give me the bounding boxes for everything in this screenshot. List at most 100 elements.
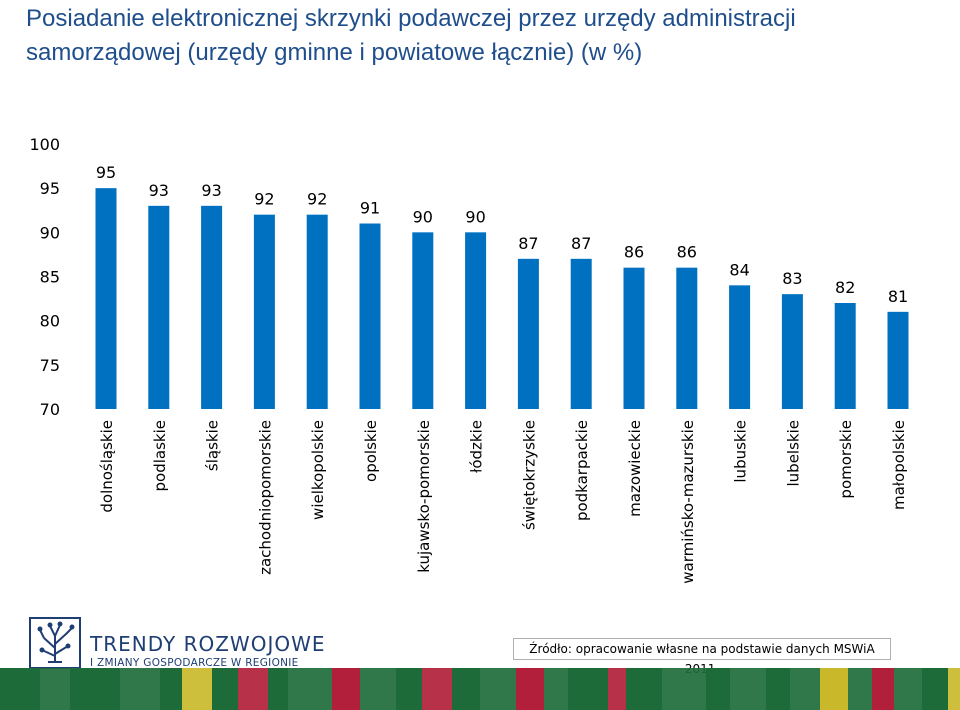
footer-stripe (922, 668, 948, 710)
bar (834, 303, 856, 409)
bar (676, 267, 698, 409)
footer-stripe (212, 668, 238, 710)
footer-stripe (544, 668, 568, 710)
y-axis-ticks: 70 75 80 85 90 95 100 (29, 135, 60, 419)
bar (570, 258, 592, 409)
bar (465, 232, 487, 409)
logo-line-2: I ZMIANY GOSPODARCZE W REGIONIE (90, 657, 299, 669)
footer-stripe (848, 668, 872, 710)
footer-stripe (730, 668, 766, 710)
footer-stripes (0, 668, 960, 710)
bar-chart: 70 75 80 85 90 95 100 95 93 93 92 92 91 90 90 87 87 86 86… (29, 135, 909, 584)
bar (412, 232, 434, 409)
category-label: podkarpackie (573, 420, 591, 521)
bar (359, 223, 381, 409)
footer-stripe (894, 668, 922, 710)
footer-stripe (0, 668, 40, 710)
value-label: 90 (413, 207, 433, 226)
bar (517, 258, 539, 409)
category-label: dolnośląskie (98, 420, 116, 513)
category-label: zachodniopomorskie (256, 420, 274, 575)
chart-title: Posiadanie elektronicznej skrzynki podaw… (26, 2, 936, 70)
y-tick-label: 75 (40, 356, 60, 375)
bar (148, 205, 170, 409)
category-label: opolskie (362, 420, 380, 482)
footer-stripe (160, 668, 182, 710)
category-label: mazowieckie (626, 420, 644, 517)
value-label: 90 (465, 207, 485, 226)
footer-stripe (452, 668, 480, 710)
footer-stripe (662, 668, 706, 710)
y-tick-label: 100 (29, 135, 60, 154)
value-label: 84 (729, 260, 749, 279)
footer-stripe (948, 668, 960, 710)
category-label: kujawsko-pomorskie (415, 420, 433, 573)
footer-stripe (820, 668, 848, 710)
bar (887, 311, 909, 409)
footer-stripe (360, 668, 396, 710)
category-label: lubelskie (784, 420, 802, 487)
footer-stripe (790, 668, 820, 710)
value-label: 93 (201, 181, 221, 200)
footer-stripe (766, 668, 790, 710)
category-labels: dolnośląskie podlaskie śląskie zachodniopom… (98, 420, 908, 584)
value-label: 83 (782, 269, 802, 288)
bar (729, 285, 751, 409)
value-label: 86 (677, 243, 697, 262)
footer-stripe (396, 668, 422, 710)
chart-title-line-2: samorządowej (urzędy gminne i powiatowe … (26, 39, 643, 66)
footer-stripe (238, 668, 268, 710)
y-tick-label: 95 (40, 179, 60, 198)
category-label: pomorskie (837, 420, 855, 499)
footer-stripe (480, 668, 516, 710)
footer-stripe (872, 668, 894, 710)
bar (201, 205, 223, 409)
value-label: 81 (888, 287, 908, 306)
category-label: śląskie (204, 420, 222, 471)
bar (95, 188, 117, 409)
footer-stripe (182, 668, 212, 710)
value-label: 82 (835, 278, 855, 297)
footer-stripe (40, 668, 70, 710)
footer-stripe (70, 668, 120, 710)
value-label: 87 (571, 234, 591, 253)
category-label: małopolskie (890, 420, 908, 510)
footer-stripe (268, 668, 288, 710)
category-label: łódzkie (468, 420, 486, 473)
footer-stripe (568, 668, 608, 710)
category-label: podlaskie (151, 420, 169, 491)
value-label: 95 (96, 163, 116, 182)
logo: TRENDY ROZWOJOWE I ZMIANY GOSPODARCZE W … (28, 616, 328, 674)
chart-title-line-1: Posiadanie elektronicznej skrzynki podaw… (26, 5, 796, 32)
footer-stripe (422, 668, 452, 710)
footer-stripe (288, 668, 332, 710)
value-label: 86 (624, 243, 644, 262)
y-tick-label: 80 (40, 312, 60, 331)
footer-stripe (332, 668, 360, 710)
footer-stripe (120, 668, 160, 710)
source-note: Źródło: opracowanie własne na podstawie … (513, 638, 891, 676)
bar (781, 294, 803, 409)
footer-stripe (608, 668, 626, 710)
footer-stripe (516, 668, 544, 710)
value-label: 92 (307, 190, 327, 209)
value-label: 92 (254, 190, 274, 209)
bar (623, 267, 645, 409)
footer-stripe (626, 668, 662, 710)
value-labels: 95 93 93 92 92 91 90 90 87 87 86 86 84 83 82 81 (96, 163, 908, 306)
category-label: świętokrzyskie (520, 420, 538, 530)
y-tick-label: 90 (40, 223, 60, 242)
y-tick-label: 85 (40, 268, 60, 287)
circuit-tree-icon (29, 617, 81, 669)
category-label: wielkopolskie (309, 420, 327, 520)
value-label: 87 (518, 234, 538, 253)
value-label: 91 (360, 199, 380, 218)
category-label: warmińsko-mazurskie (679, 420, 697, 584)
bars (95, 188, 909, 409)
value-label: 93 (149, 181, 169, 200)
category-label: lubuskie (732, 420, 750, 483)
bar (253, 214, 275, 409)
bar (306, 214, 328, 409)
y-tick-label: 70 (40, 400, 60, 419)
footer-stripe (706, 668, 730, 710)
